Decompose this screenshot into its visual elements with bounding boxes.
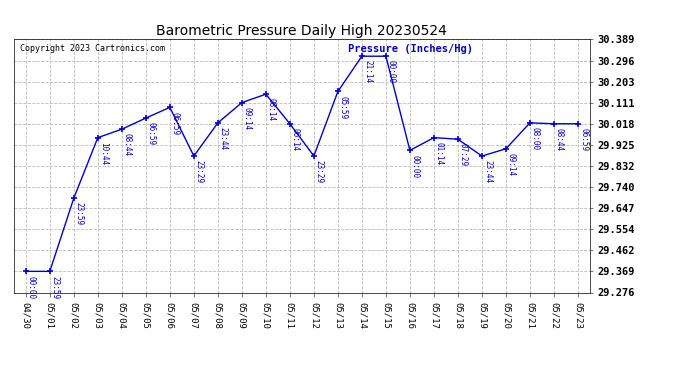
Text: 06:59: 06:59: [147, 122, 156, 146]
Text: 01:14: 01:14: [435, 142, 444, 165]
Text: 06:59: 06:59: [171, 111, 180, 135]
Text: 09:14: 09:14: [243, 107, 252, 130]
Text: 23:29: 23:29: [195, 160, 204, 183]
Text: 09:14: 09:14: [507, 153, 516, 176]
Text: 08:00: 08:00: [531, 127, 540, 150]
Text: 08:44: 08:44: [555, 128, 564, 151]
Text: 07:29: 07:29: [459, 143, 468, 166]
Text: 23:29: 23:29: [315, 160, 324, 183]
Title: Barometric Pressure Daily High 20230524: Barometric Pressure Daily High 20230524: [157, 24, 447, 38]
Text: 00:00: 00:00: [27, 276, 36, 298]
Text: Copyright 2023 Cartronics.com: Copyright 2023 Cartronics.com: [19, 45, 164, 54]
Text: 23:44: 23:44: [483, 160, 492, 183]
Text: Pressure (Inches/Hg): Pressure (Inches/Hg): [348, 45, 473, 54]
Text: 23:59: 23:59: [51, 276, 60, 298]
Text: 00:00: 00:00: [387, 60, 396, 84]
Text: 06:14: 06:14: [291, 128, 300, 151]
Text: 00:00: 00:00: [411, 154, 420, 178]
Text: 06:59: 06:59: [579, 128, 588, 151]
Text: 08:14: 08:14: [267, 98, 276, 122]
Text: 23:59: 23:59: [75, 202, 84, 225]
Text: 10:44: 10:44: [99, 142, 108, 165]
Text: 05:59: 05:59: [339, 96, 348, 119]
Text: 08:44: 08:44: [123, 134, 132, 156]
Text: 23:44: 23:44: [219, 127, 228, 150]
Text: 21:14: 21:14: [363, 60, 372, 84]
